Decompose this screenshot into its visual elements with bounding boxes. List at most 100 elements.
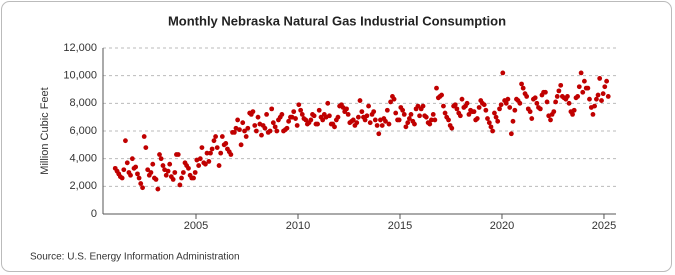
y-tick-label: 4,000	[69, 153, 97, 165]
point	[243, 134, 249, 139]
point	[576, 84, 582, 90]
point	[264, 112, 269, 117]
point	[594, 96, 599, 102]
point	[155, 186, 161, 192]
point	[345, 112, 351, 117]
point	[214, 145, 220, 151]
point	[213, 134, 218, 139]
point	[524, 94, 530, 99]
point	[503, 100, 509, 106]
point	[485, 116, 490, 121]
point	[157, 152, 162, 157]
y-tick-label: 8,000	[69, 97, 97, 109]
point	[406, 116, 412, 121]
point	[432, 117, 438, 123]
point	[327, 113, 332, 119]
point	[286, 118, 292, 124]
point	[599, 98, 604, 103]
point	[429, 117, 434, 123]
point	[145, 167, 151, 173]
point	[355, 114, 361, 120]
point	[141, 134, 147, 139]
point	[279, 112, 285, 117]
point	[238, 142, 244, 148]
point	[350, 117, 356, 123]
point	[581, 78, 587, 84]
point	[218, 150, 224, 156]
point	[604, 78, 610, 84]
point	[269, 106, 275, 112]
point	[359, 109, 365, 115]
point	[585, 85, 591, 91]
point	[396, 117, 402, 123]
y-tick-label: 12,000	[63, 42, 97, 54]
point	[294, 123, 300, 128]
point	[186, 165, 191, 171]
point	[446, 117, 451, 123]
point	[400, 107, 406, 113]
point	[551, 109, 557, 115]
point	[196, 163, 202, 168]
point	[529, 116, 535, 121]
point	[180, 170, 186, 175]
point	[495, 118, 501, 124]
point	[202, 161, 208, 167]
point	[367, 120, 373, 126]
point	[520, 85, 526, 91]
point	[284, 125, 290, 131]
point	[534, 100, 540, 106]
point	[366, 103, 371, 109]
point	[587, 96, 592, 102]
point	[544, 99, 550, 105]
point	[272, 124, 278, 130]
point	[430, 112, 436, 117]
point	[481, 102, 487, 108]
point	[500, 70, 506, 76]
point	[537, 106, 543, 112]
point	[315, 121, 320, 127]
point	[570, 112, 575, 117]
point	[488, 124, 494, 130]
point	[401, 112, 407, 117]
point	[267, 128, 273, 134]
point	[124, 160, 130, 166]
point	[543, 89, 548, 95]
point	[505, 96, 511, 102]
point	[386, 121, 392, 127]
point	[512, 107, 518, 113]
point	[508, 131, 514, 137]
point	[320, 117, 326, 123]
point	[519, 81, 524, 87]
point	[199, 145, 205, 151]
point	[237, 127, 242, 133]
point	[507, 105, 513, 110]
point	[308, 117, 314, 123]
point	[223, 141, 229, 146]
point	[160, 163, 166, 168]
point	[231, 129, 237, 135]
point	[492, 110, 497, 116]
y-tick-label: 10,000	[63, 70, 97, 82]
point	[391, 96, 397, 102]
point	[153, 177, 159, 182]
point	[262, 125, 268, 131]
point	[344, 106, 349, 112]
point	[408, 112, 414, 117]
point	[600, 91, 606, 97]
point	[493, 114, 499, 120]
point	[474, 116, 480, 121]
point	[371, 109, 377, 115]
point	[457, 113, 463, 119]
point	[179, 175, 184, 181]
point	[497, 106, 502, 112]
point	[548, 117, 553, 123]
point	[357, 98, 363, 103]
point	[123, 138, 128, 144]
point	[311, 113, 317, 119]
point	[293, 116, 298, 121]
point	[417, 113, 422, 119]
point	[558, 82, 564, 88]
point	[565, 94, 570, 99]
point	[129, 156, 135, 162]
